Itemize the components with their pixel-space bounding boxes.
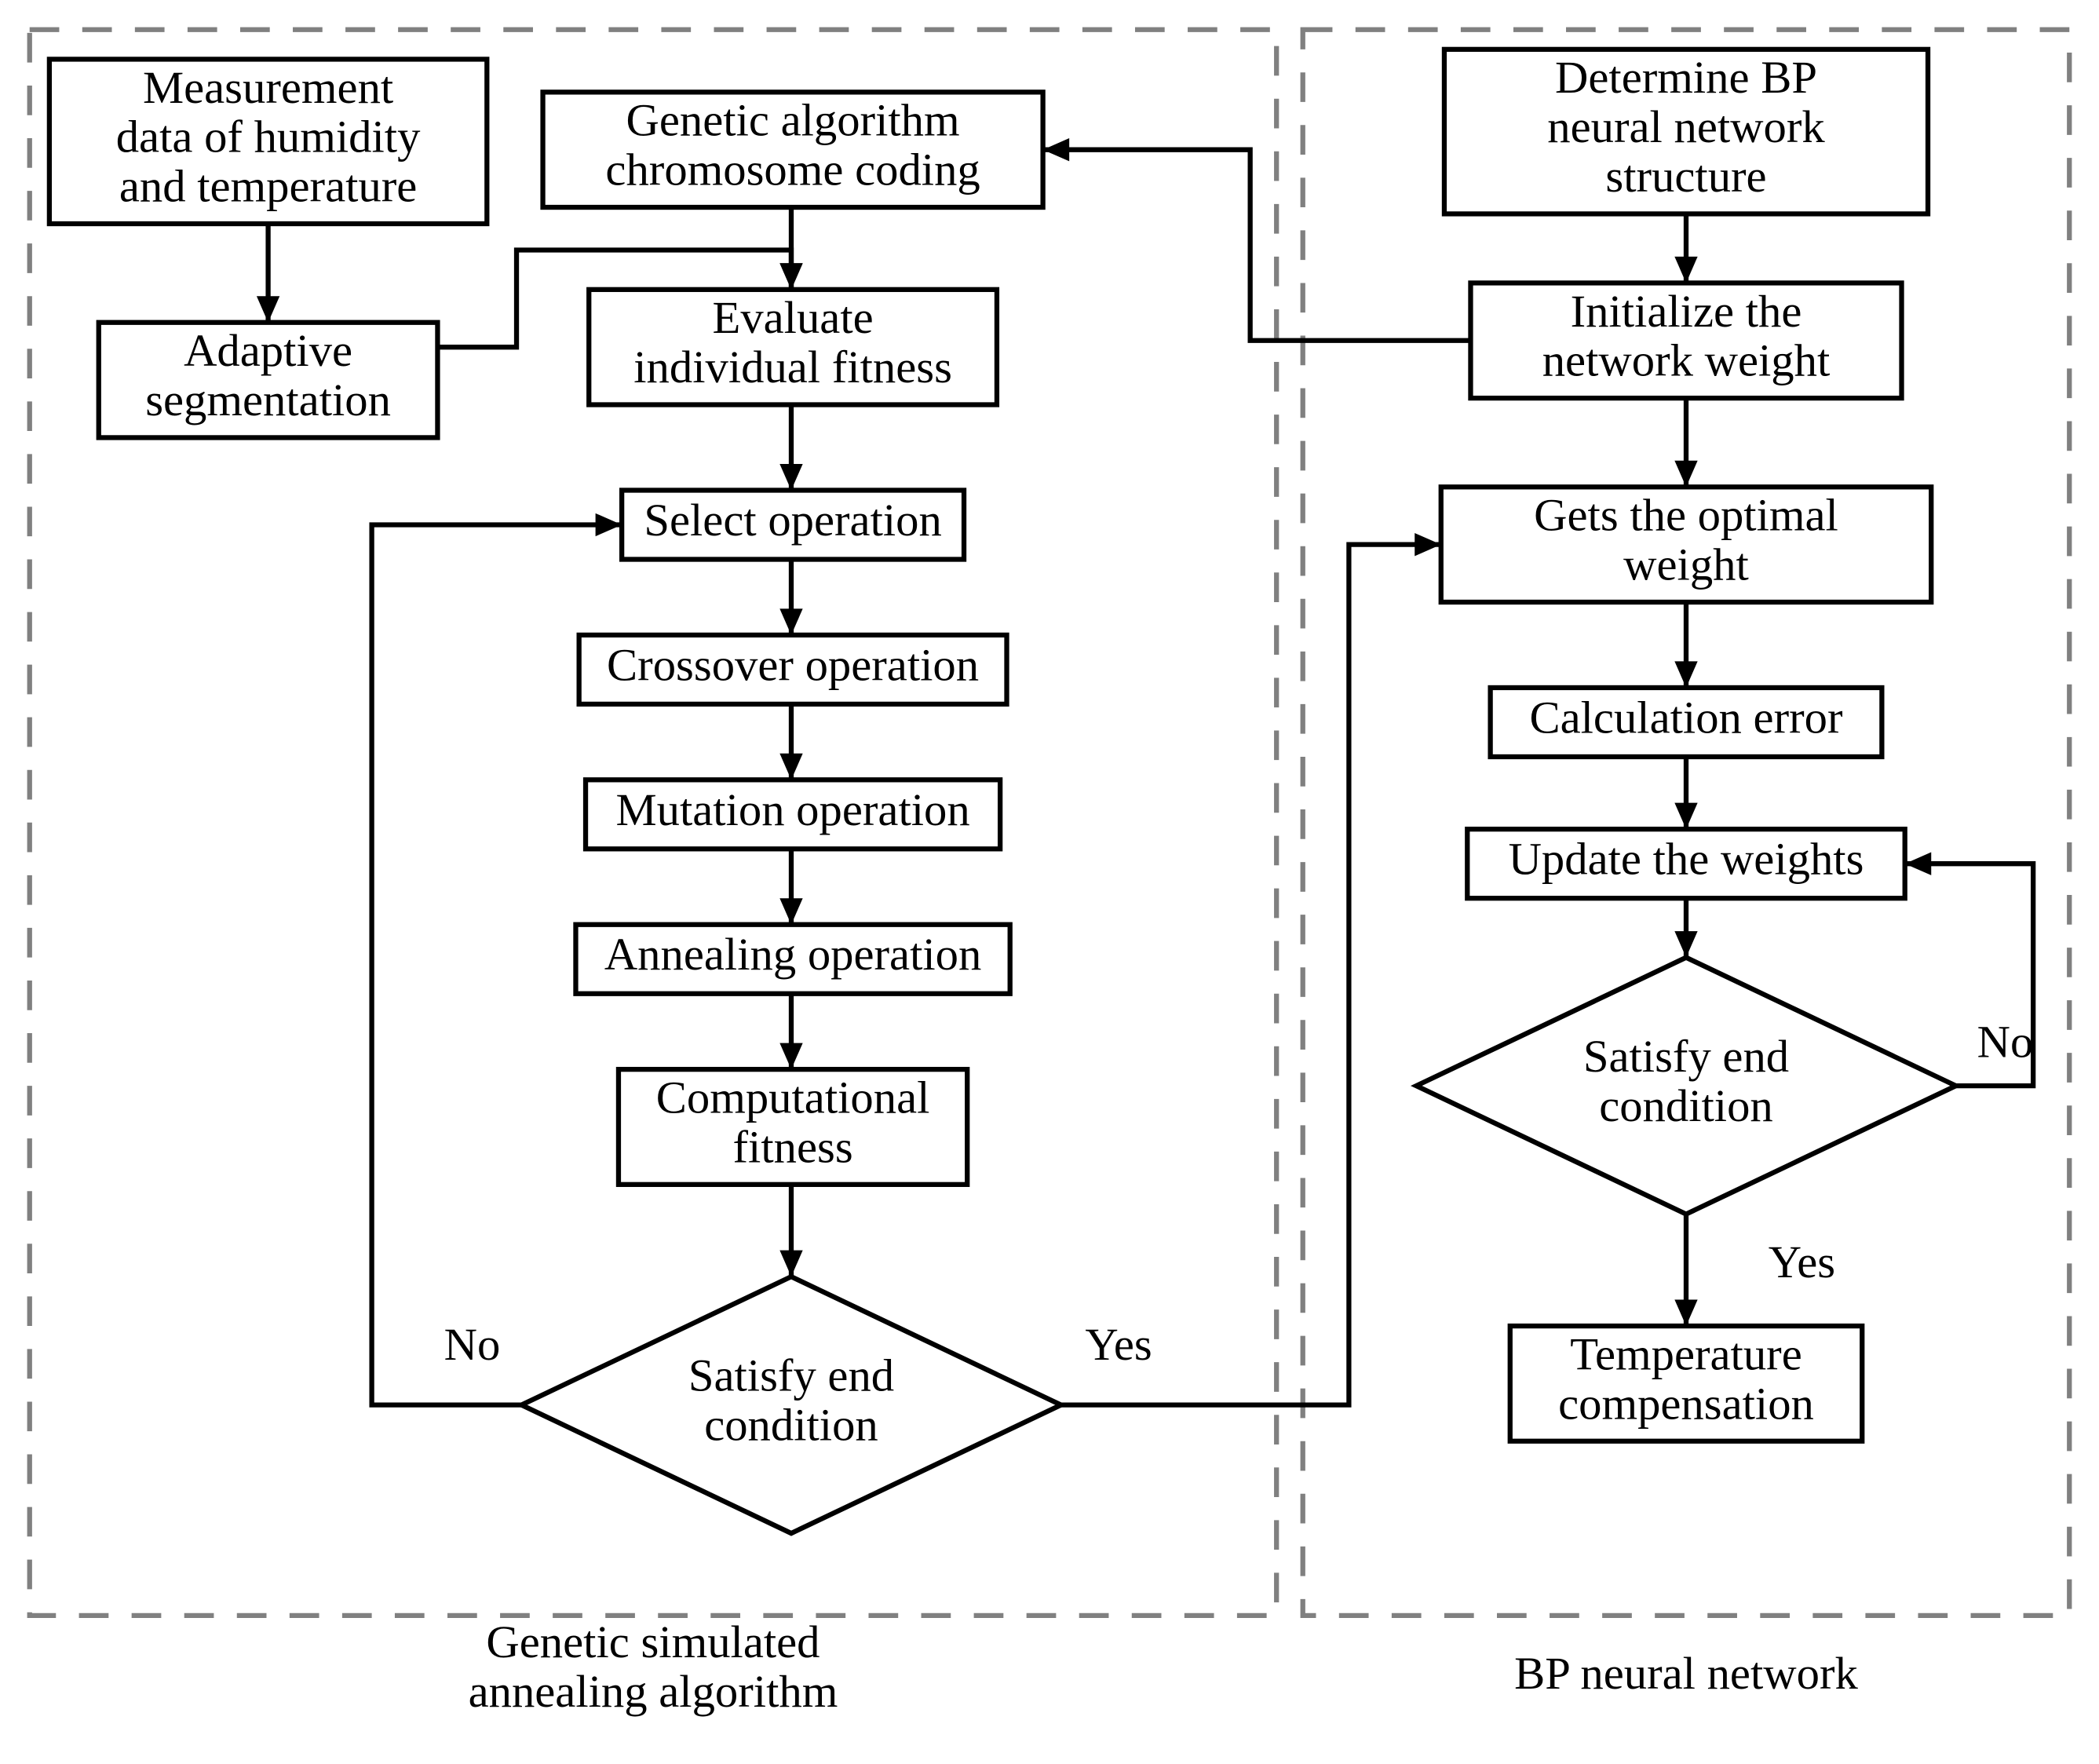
svg-text:Calculation error: Calculation error: [1529, 692, 1842, 743]
svg-text:Initialize the: Initialize the: [1571, 286, 1802, 337]
svg-text:Adaptive: Adaptive: [184, 325, 352, 376]
svg-text:and temperature: and temperature: [119, 161, 417, 212]
svg-text:condition: condition: [704, 1400, 878, 1451]
svg-text:neural network: neural network: [1547, 101, 1825, 152]
svg-text:network weight: network weight: [1542, 335, 1831, 386]
svg-text:compensation: compensation: [1558, 1378, 1814, 1429]
svg-text:fitness: fitness: [733, 1121, 853, 1172]
svg-text:Crossover operation: Crossover operation: [607, 639, 979, 690]
a-bp-no-label: No: [1977, 1016, 2034, 1067]
a-ga-yes: [1061, 545, 1441, 1405]
a-init-coding: [1043, 150, 1471, 341]
svg-text:Satisfy end: Satisfy end: [1583, 1031, 1789, 1082]
svg-text:data of humidity: data of humidity: [116, 111, 421, 163]
svg-text:condition: condition: [1599, 1080, 1773, 1131]
a-bp-yes-label: Yes: [1769, 1236, 1835, 1287]
svg-text:Update the weights: Update the weights: [1509, 834, 1864, 885]
svg-text:Mutation operation: Mutation operation: [615, 784, 969, 835]
svg-text:annealing algorithm: annealing algorithm: [469, 1666, 838, 1717]
svg-text:Computational: Computational: [656, 1072, 930, 1123]
svg-text:Evaluate: Evaluate: [712, 292, 873, 343]
svg-text:Select operation: Select operation: [644, 495, 941, 546]
svg-text:segmentation: segmentation: [145, 374, 391, 425]
svg-text:chromosome coding: chromosome coding: [605, 144, 980, 195]
a-ga-yes-label: Yes: [1085, 1319, 1152, 1370]
flowchart-canvas: Measurementdata of humidityand temperatu…: [0, 0, 2099, 1763]
svg-text:individual fitness: individual fitness: [633, 341, 952, 393]
svg-text:Genetic simulated: Genetic simulated: [486, 1616, 820, 1667]
svg-text:Satisfy end: Satisfy end: [688, 1350, 894, 1401]
svg-text:weight: weight: [1623, 539, 1749, 590]
svg-text:Gets the optimal: Gets the optimal: [1534, 490, 1838, 541]
svg-text:Annealing operation: Annealing operation: [604, 929, 982, 980]
svg-text:Genetic algorithm: Genetic algorithm: [626, 95, 960, 146]
svg-text:structure: structure: [1605, 151, 1766, 202]
svg-text:Measurement: Measurement: [143, 62, 393, 113]
svg-text:BP neural network: BP neural network: [1514, 1648, 1858, 1699]
svg-text:Temperature: Temperature: [1570, 1328, 1802, 1379]
svg-text:Determine BP: Determine BP: [1555, 52, 1817, 103]
a-ga-no-label: No: [444, 1319, 501, 1370]
